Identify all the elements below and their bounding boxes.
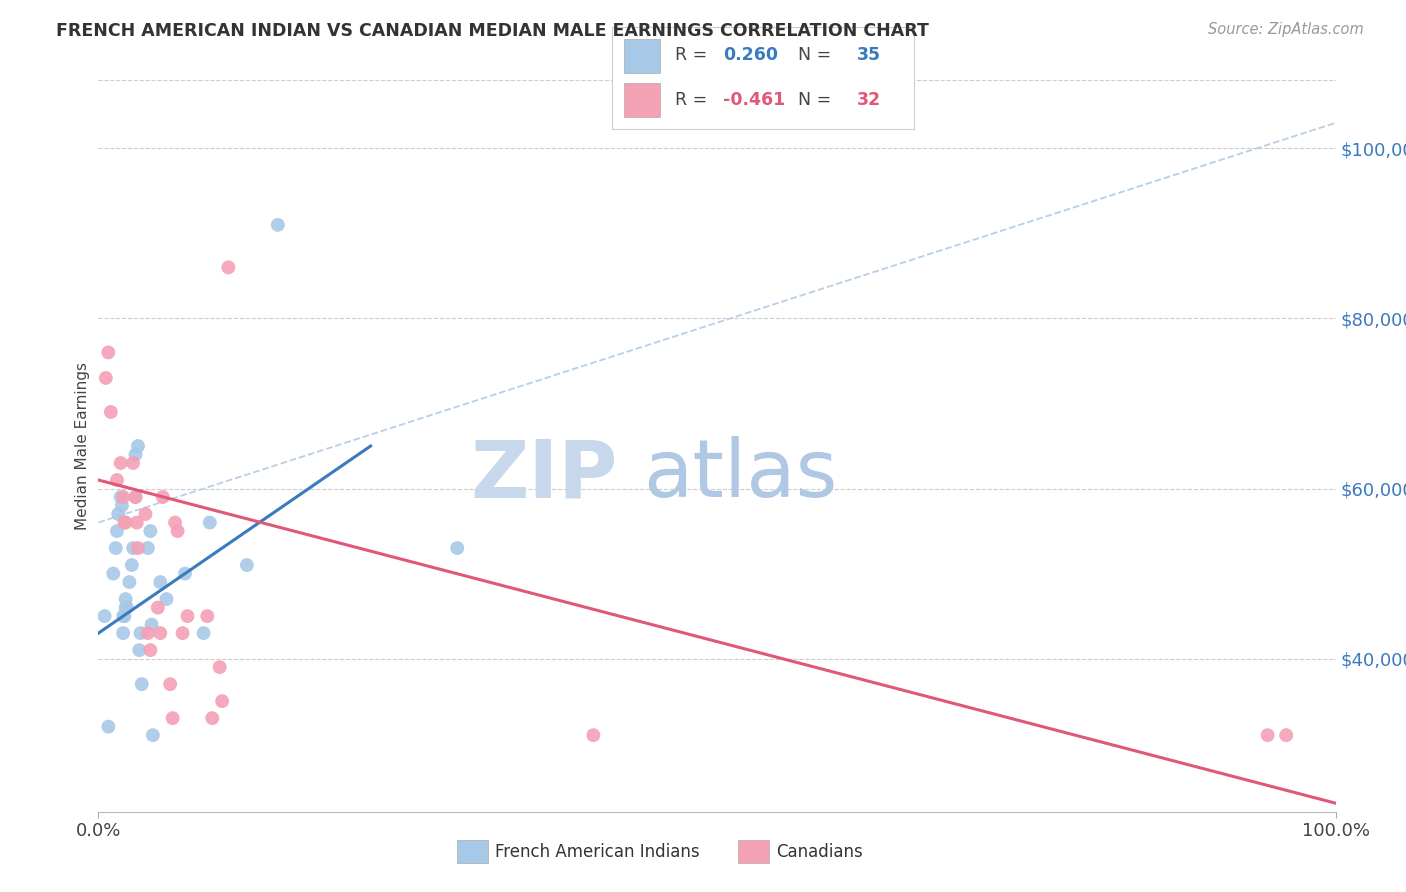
Point — [115, 600, 138, 615]
Point — [112, 516, 135, 530]
Point — [267, 218, 290, 232]
Point — [236, 558, 259, 572]
Point — [100, 405, 122, 419]
Point — [166, 524, 188, 538]
Point — [176, 609, 198, 624]
Point — [141, 617, 163, 632]
Point — [107, 507, 129, 521]
Text: 0.260: 0.260 — [724, 46, 779, 64]
FancyBboxPatch shape — [624, 39, 659, 73]
Point — [193, 626, 215, 640]
Text: Canadians: Canadians — [776, 843, 863, 861]
Point — [1257, 728, 1279, 742]
Point — [110, 456, 132, 470]
Point — [1275, 728, 1298, 742]
Point — [125, 516, 148, 530]
FancyBboxPatch shape — [624, 83, 659, 117]
Point — [128, 643, 150, 657]
Text: French American Indians: French American Indians — [495, 843, 700, 861]
Point — [195, 609, 218, 624]
Point — [121, 558, 143, 572]
Point — [174, 566, 197, 581]
Point — [152, 490, 174, 504]
Point — [94, 371, 117, 385]
Point — [134, 507, 156, 521]
Text: atlas: atlas — [643, 436, 837, 515]
Point — [124, 448, 146, 462]
Point — [217, 260, 239, 275]
Text: Source: ZipAtlas.com: Source: ZipAtlas.com — [1208, 22, 1364, 37]
Point — [201, 711, 224, 725]
Point — [104, 541, 127, 555]
Text: N =: N = — [787, 91, 837, 109]
Point — [165, 516, 187, 530]
Point — [582, 728, 605, 742]
Point — [142, 728, 165, 742]
Text: FRENCH AMERICAN INDIAN VS CANADIAN MEDIAN MALE EARNINGS CORRELATION CHART: FRENCH AMERICAN INDIAN VS CANADIAN MEDIA… — [56, 22, 929, 40]
Point — [105, 524, 128, 538]
Point — [155, 592, 177, 607]
Point — [122, 456, 145, 470]
Point — [103, 566, 125, 581]
Point — [124, 490, 146, 504]
Point — [97, 345, 120, 359]
Point — [93, 609, 115, 624]
Point — [127, 439, 149, 453]
Point — [198, 516, 221, 530]
Text: ZIP: ZIP — [471, 436, 619, 515]
Point — [114, 592, 136, 607]
Point — [172, 626, 194, 640]
Point — [114, 600, 136, 615]
Point — [162, 711, 184, 725]
Point — [105, 473, 128, 487]
Point — [159, 677, 181, 691]
Point — [97, 720, 120, 734]
Point — [149, 626, 172, 640]
Point — [211, 694, 233, 708]
Point — [149, 575, 172, 590]
Point — [124, 490, 146, 504]
Text: 35: 35 — [856, 46, 880, 64]
Y-axis label: Median Male Earnings: Median Male Earnings — [75, 362, 90, 530]
Point — [114, 516, 136, 530]
Point — [146, 600, 169, 615]
Text: R =: R = — [675, 91, 713, 109]
Point — [112, 609, 135, 624]
Point — [122, 541, 145, 555]
Text: N =: N = — [787, 46, 837, 64]
Point — [136, 626, 159, 640]
Text: R =: R = — [675, 46, 713, 64]
Point — [118, 575, 141, 590]
Point — [110, 490, 132, 504]
Point — [131, 677, 153, 691]
Text: 32: 32 — [856, 91, 880, 109]
Point — [208, 660, 231, 674]
Point — [112, 626, 135, 640]
Point — [129, 626, 152, 640]
Point — [127, 541, 149, 555]
Point — [136, 541, 159, 555]
Point — [446, 541, 468, 555]
Point — [111, 499, 134, 513]
Text: -0.461: -0.461 — [724, 91, 786, 109]
Point — [112, 609, 135, 624]
Point — [139, 524, 162, 538]
Point — [112, 490, 135, 504]
Point — [139, 643, 162, 657]
